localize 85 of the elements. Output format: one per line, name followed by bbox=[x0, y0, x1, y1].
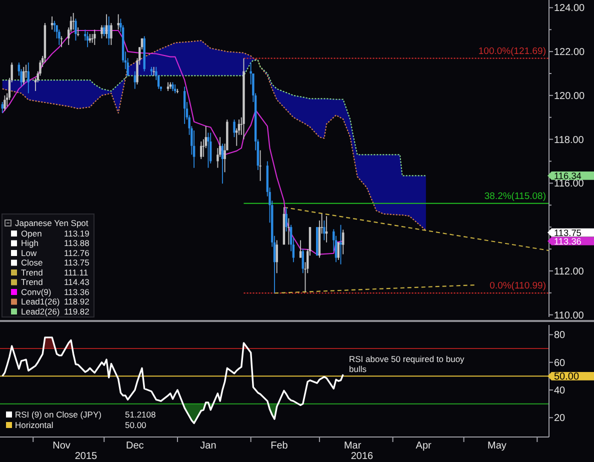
candlestick bbox=[117, 14, 120, 30]
text: 113.75 bbox=[64, 258, 90, 268]
text: 112.76 bbox=[64, 248, 90, 258]
text: 114.43 bbox=[64, 277, 90, 288]
x-tick-label: Apr bbox=[416, 440, 432, 452]
text: 2016 bbox=[350, 451, 374, 462]
candlestick bbox=[27, 62, 30, 94]
candlestick bbox=[94, 29, 96, 46]
y-tick-label: 110.00 bbox=[554, 310, 584, 322]
candlestick bbox=[183, 86, 186, 124]
category-label: Trend bbox=[21, 267, 44, 278]
text: 2015 bbox=[74, 451, 98, 462]
category-label: RSI (9) on Close (JPY) bbox=[15, 409, 102, 420]
candlestick bbox=[74, 18, 77, 42]
candlestick bbox=[22, 66, 25, 85]
candlestick bbox=[340, 224, 342, 265]
category-label: Close bbox=[21, 258, 44, 268]
candlestick bbox=[276, 240, 278, 274]
text: 51.2108 bbox=[125, 409, 156, 420]
y-tick-label: 122.00 bbox=[554, 47, 586, 58]
candlestick bbox=[86, 31, 89, 48]
category-label: High bbox=[21, 238, 39, 248]
category-label: Open bbox=[21, 228, 42, 238]
candlestick bbox=[233, 119, 236, 138]
candlestick bbox=[103, 24, 106, 37]
candlestick bbox=[76, 26, 80, 37]
candlestick bbox=[192, 130, 196, 168]
candlestick bbox=[100, 24, 103, 39]
candlestick bbox=[288, 218, 290, 246]
series-label: 100.0%(121.69) bbox=[478, 46, 546, 57]
category-label: Lead1(26) bbox=[21, 296, 60, 307]
x-tick-label: Nov bbox=[52, 440, 70, 452]
x-tick-label: Mar bbox=[344, 440, 362, 452]
candlestick bbox=[4, 94, 6, 112]
candlestick bbox=[342, 229, 344, 255]
text: 119.82 bbox=[64, 306, 90, 316]
text: 113.19 bbox=[64, 228, 90, 238]
y-tick-label: 40 bbox=[554, 385, 566, 396]
text: 113.36 bbox=[64, 286, 90, 297]
y-tick-label: 116.34 bbox=[554, 170, 582, 181]
text: 113.88 bbox=[64, 238, 90, 248]
candlestick bbox=[110, 22, 112, 46]
candlestick bbox=[210, 132, 212, 164]
candlestick bbox=[299, 240, 302, 258]
candlestick bbox=[259, 150, 262, 182]
x-tick-label: Jan bbox=[200, 440, 216, 452]
x-tick-label: Dec bbox=[126, 440, 144, 452]
y-tick-label: 60 bbox=[554, 358, 566, 369]
x-tick-label: May bbox=[487, 440, 506, 452]
category-label: Conv(9) bbox=[21, 286, 52, 297]
category-label: Lead2(26) bbox=[21, 306, 60, 316]
x-tick-label: Feb bbox=[270, 440, 288, 452]
series-label: 38.2%(115.08) bbox=[484, 190, 546, 202]
series-label: 0.0%(110.99) bbox=[490, 280, 546, 292]
text: 118.92 bbox=[64, 296, 90, 307]
candlestick bbox=[1, 102, 4, 114]
y-tick-label: 80 bbox=[554, 330, 566, 342]
y-tick-label: 118.00 bbox=[554, 134, 584, 146]
candlestick bbox=[134, 70, 136, 90]
text: Japanese Yen Spot bbox=[15, 218, 89, 228]
candlestick bbox=[200, 141, 202, 160]
ref-line-label: 50.00 bbox=[554, 372, 580, 383]
candlestick bbox=[302, 248, 304, 274]
y-tick-label: 112.00 bbox=[554, 266, 584, 278]
candlestick bbox=[221, 143, 224, 184]
candlestick bbox=[58, 29, 60, 46]
category-label: Horizontal bbox=[15, 420, 54, 430]
text: 111.11 bbox=[64, 267, 88, 278]
y-tick-label: 120.00 bbox=[554, 90, 586, 102]
candlestick bbox=[207, 132, 210, 168]
y-tick-label: 113.36 bbox=[554, 236, 582, 246]
y-tick-label: 20 bbox=[554, 413, 566, 424]
text: 50.00 bbox=[125, 420, 146, 430]
y-tick-label: 113.75 bbox=[554, 228, 582, 238]
candlestick bbox=[108, 16, 110, 46]
y-tick-label: 116.00 bbox=[554, 178, 584, 190]
candlestick bbox=[337, 242, 340, 260]
candlestick bbox=[105, 14, 108, 39]
category-label: Low bbox=[21, 248, 38, 258]
y-tick-label: 124.00 bbox=[554, 3, 586, 14]
candlestick bbox=[285, 206, 288, 232]
line-series bbox=[2, 60, 426, 176]
category-label: Trend bbox=[21, 277, 44, 288]
candlestick bbox=[323, 220, 326, 241]
annotation: RSI above 50 required to buoy bulls bbox=[349, 354, 466, 374]
